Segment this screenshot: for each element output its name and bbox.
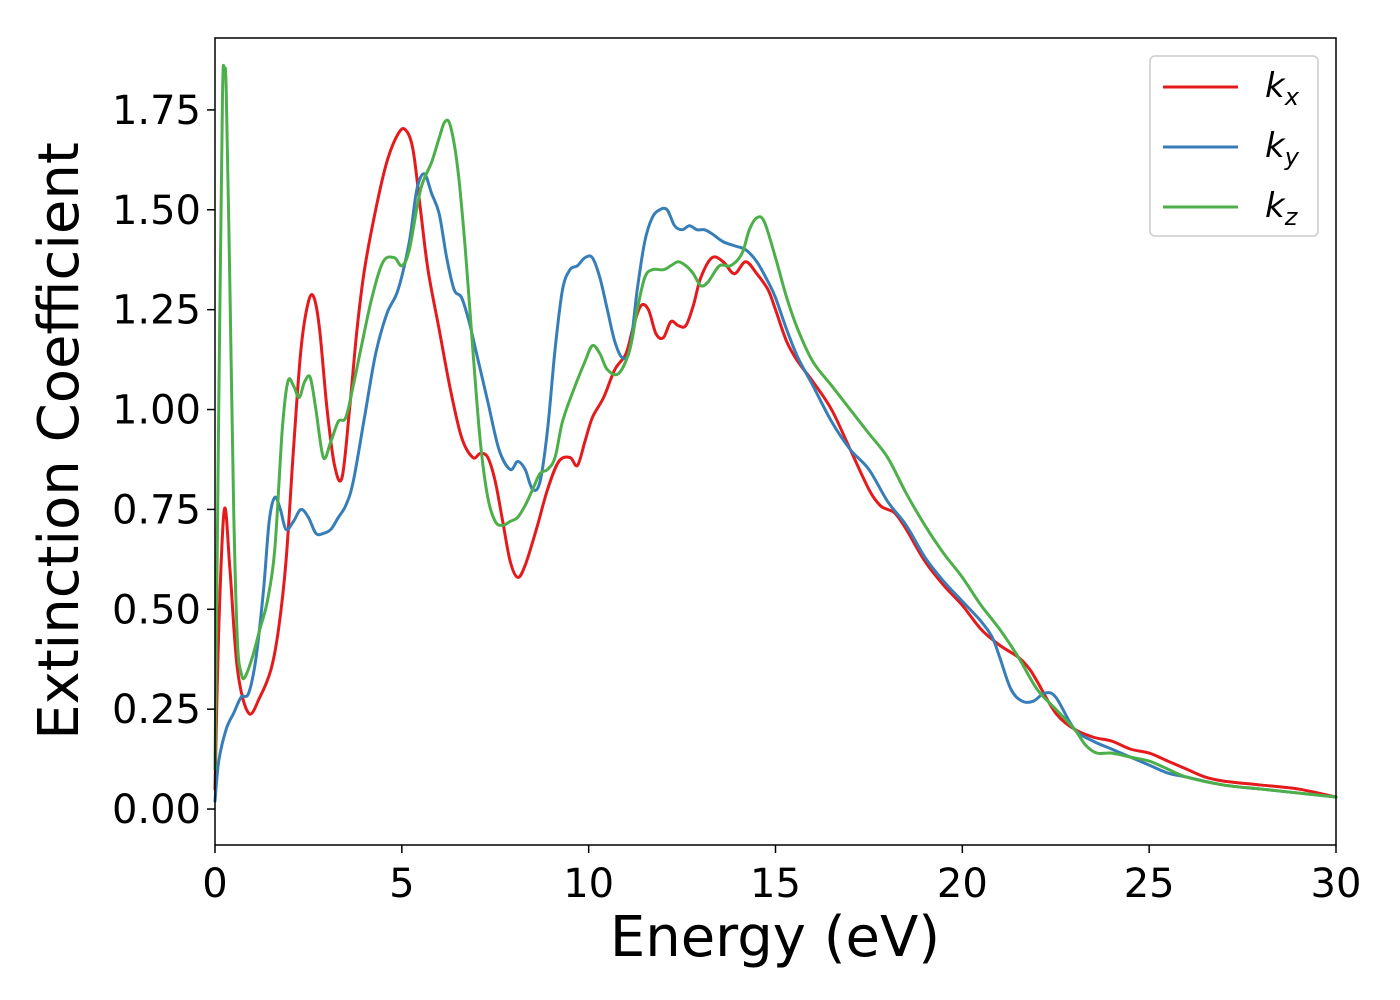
legend-label-kz: kz xyxy=(1265,186,1299,231)
series-line-kz xyxy=(213,63,1338,799)
x-tick-label: 25 xyxy=(1124,861,1175,907)
y-tick-label: 1.00 xyxy=(112,388,201,434)
legend-label-ky: ky xyxy=(1265,126,1300,171)
legend: kx ky kz xyxy=(1149,55,1319,237)
x-tick-label: 20 xyxy=(937,861,988,907)
x-tick-label: 0 xyxy=(202,861,227,907)
y-tick-label: 1.50 xyxy=(112,188,201,234)
x-tick-label: 10 xyxy=(563,861,614,907)
legend-label-kx: kx xyxy=(1265,66,1300,111)
y-tick-label: 0.50 xyxy=(112,587,201,633)
series-line-ky xyxy=(213,172,1338,803)
y-axis-title: Extinction Coefficient xyxy=(27,142,92,740)
x-tick-label: 15 xyxy=(750,861,801,907)
y-tick-label: 0.00 xyxy=(112,787,201,833)
x-tick-label: 30 xyxy=(1311,861,1362,907)
y-tick-label: 0.25 xyxy=(112,687,201,733)
x-tick-label: 5 xyxy=(389,861,414,907)
y-tick-label: 1.25 xyxy=(112,288,201,334)
y-tick-label: 1.75 xyxy=(112,88,201,134)
ticks-layer: 0 5 10 15 20 25 30 0.00 0.25 0.50 0.75 1.00 1.25 1.50… xyxy=(112,88,1362,907)
series-layer xyxy=(213,63,1338,803)
y-tick-label: 0.75 xyxy=(112,487,201,533)
x-axis-title: Energy (eV) xyxy=(610,905,940,970)
